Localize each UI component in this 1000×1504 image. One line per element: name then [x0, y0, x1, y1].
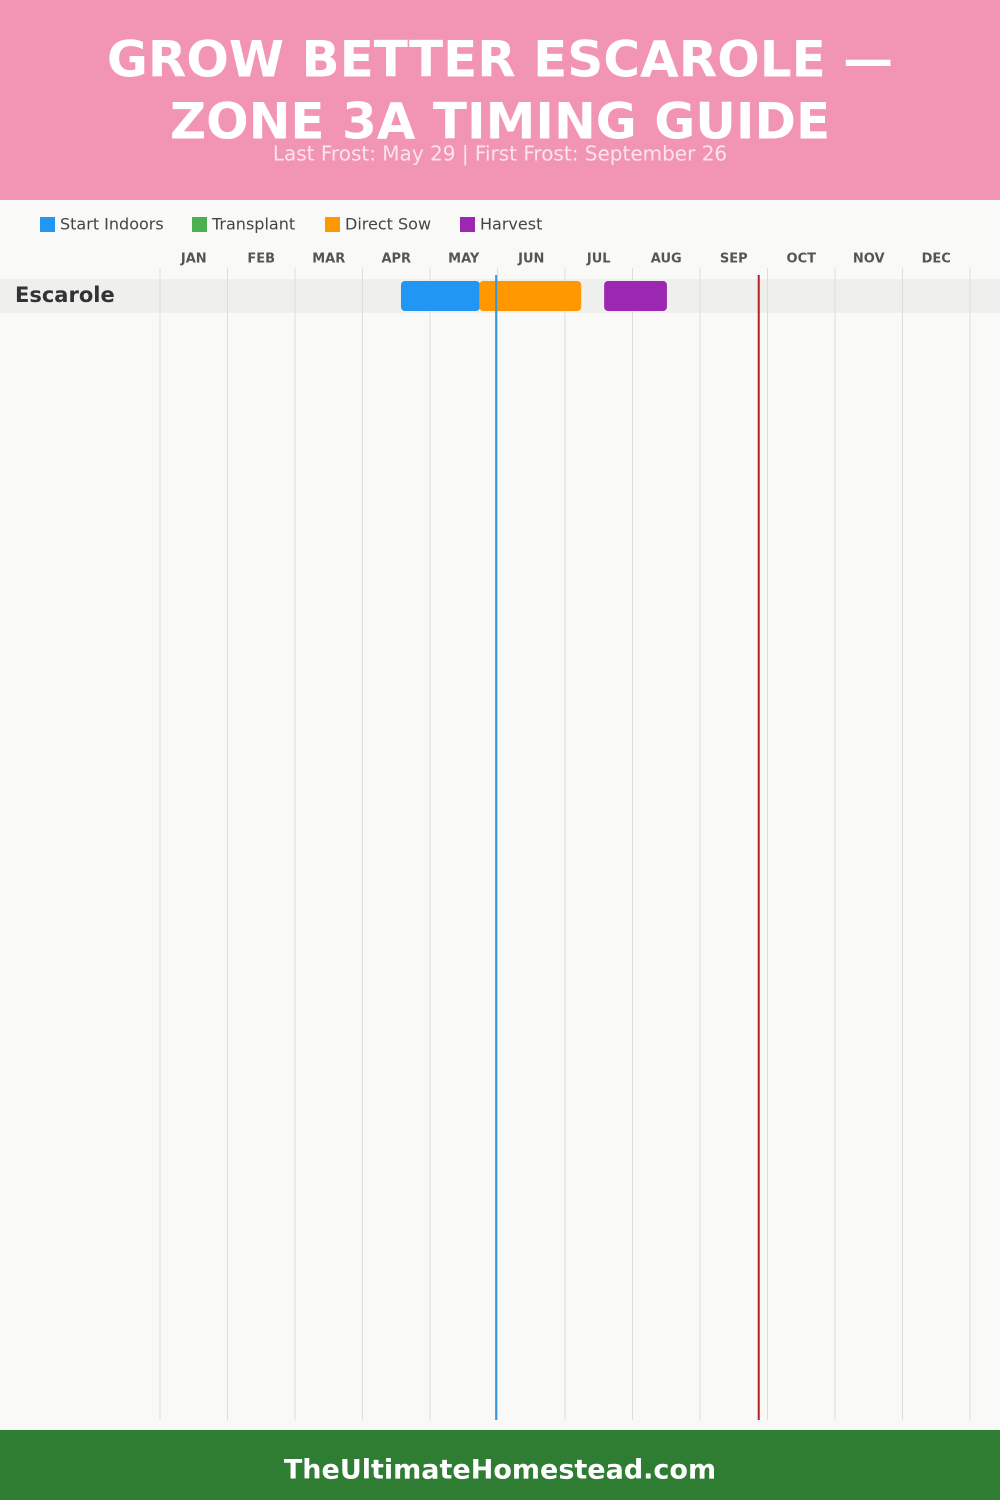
legend-swatch: [325, 217, 340, 232]
legend-label: Start Indoors: [60, 215, 164, 234]
month-label: JUL: [586, 252, 611, 267]
month-label: MAY: [448, 252, 480, 267]
month-label: FEB: [247, 252, 275, 267]
legend-label: Direct Sow: [345, 215, 431, 234]
footer-bar: [0, 1430, 1000, 1500]
legend-swatch: [460, 217, 475, 232]
month-label: SEP: [720, 252, 748, 267]
month-label: OCT: [787, 252, 817, 267]
range-bar: [604, 281, 667, 311]
month-label: AUG: [651, 252, 682, 267]
month-label: JUN: [517, 252, 544, 267]
month-label: MAR: [312, 252, 345, 267]
legend-swatch: [40, 217, 55, 232]
range-bar: [479, 281, 582, 311]
month-label: DEC: [922, 252, 951, 267]
month-label: JAN: [180, 252, 207, 267]
title-line: ZONE 3A TIMING GUIDE: [170, 93, 830, 151]
legend-label: Transplant: [211, 215, 295, 234]
month-label: NOV: [853, 252, 885, 267]
row-label: Escarole: [15, 283, 115, 307]
month-label: APR: [381, 252, 411, 267]
legend-swatch: [192, 217, 207, 232]
range-bar: [400, 281, 480, 311]
legend-label: Harvest: [480, 215, 542, 234]
header: [0, 0, 1000, 200]
footer-text: TheUltimateHomestead.com: [284, 1455, 716, 1486]
subtitle: Last Frost: May 29 | First Frost: Septem…: [273, 142, 727, 166]
title-line: GROW BETTER ESCAROLE —: [107, 31, 893, 89]
